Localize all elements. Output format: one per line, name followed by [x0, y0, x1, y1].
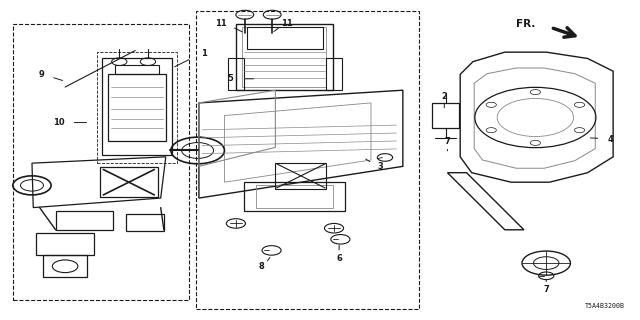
Text: 10: 10 — [53, 118, 65, 127]
Text: 3: 3 — [377, 163, 383, 172]
Bar — [196, 11, 419, 309]
Text: 8: 8 — [259, 262, 264, 271]
Bar — [97, 52, 177, 163]
Text: 5: 5 — [228, 74, 234, 83]
Text: 4: 4 — [607, 135, 614, 144]
Text: T5A4B3200B: T5A4B3200B — [584, 303, 625, 309]
Text: 2: 2 — [442, 92, 447, 101]
Text: 6: 6 — [336, 254, 342, 263]
Bar — [13, 24, 189, 300]
Text: 1: 1 — [201, 49, 207, 58]
Text: 9: 9 — [38, 70, 44, 79]
Text: 7: 7 — [445, 137, 451, 146]
Text: 11: 11 — [281, 19, 292, 28]
Text: 7: 7 — [543, 285, 549, 294]
Text: 11: 11 — [215, 19, 227, 28]
Text: FR.: FR. — [516, 19, 536, 28]
